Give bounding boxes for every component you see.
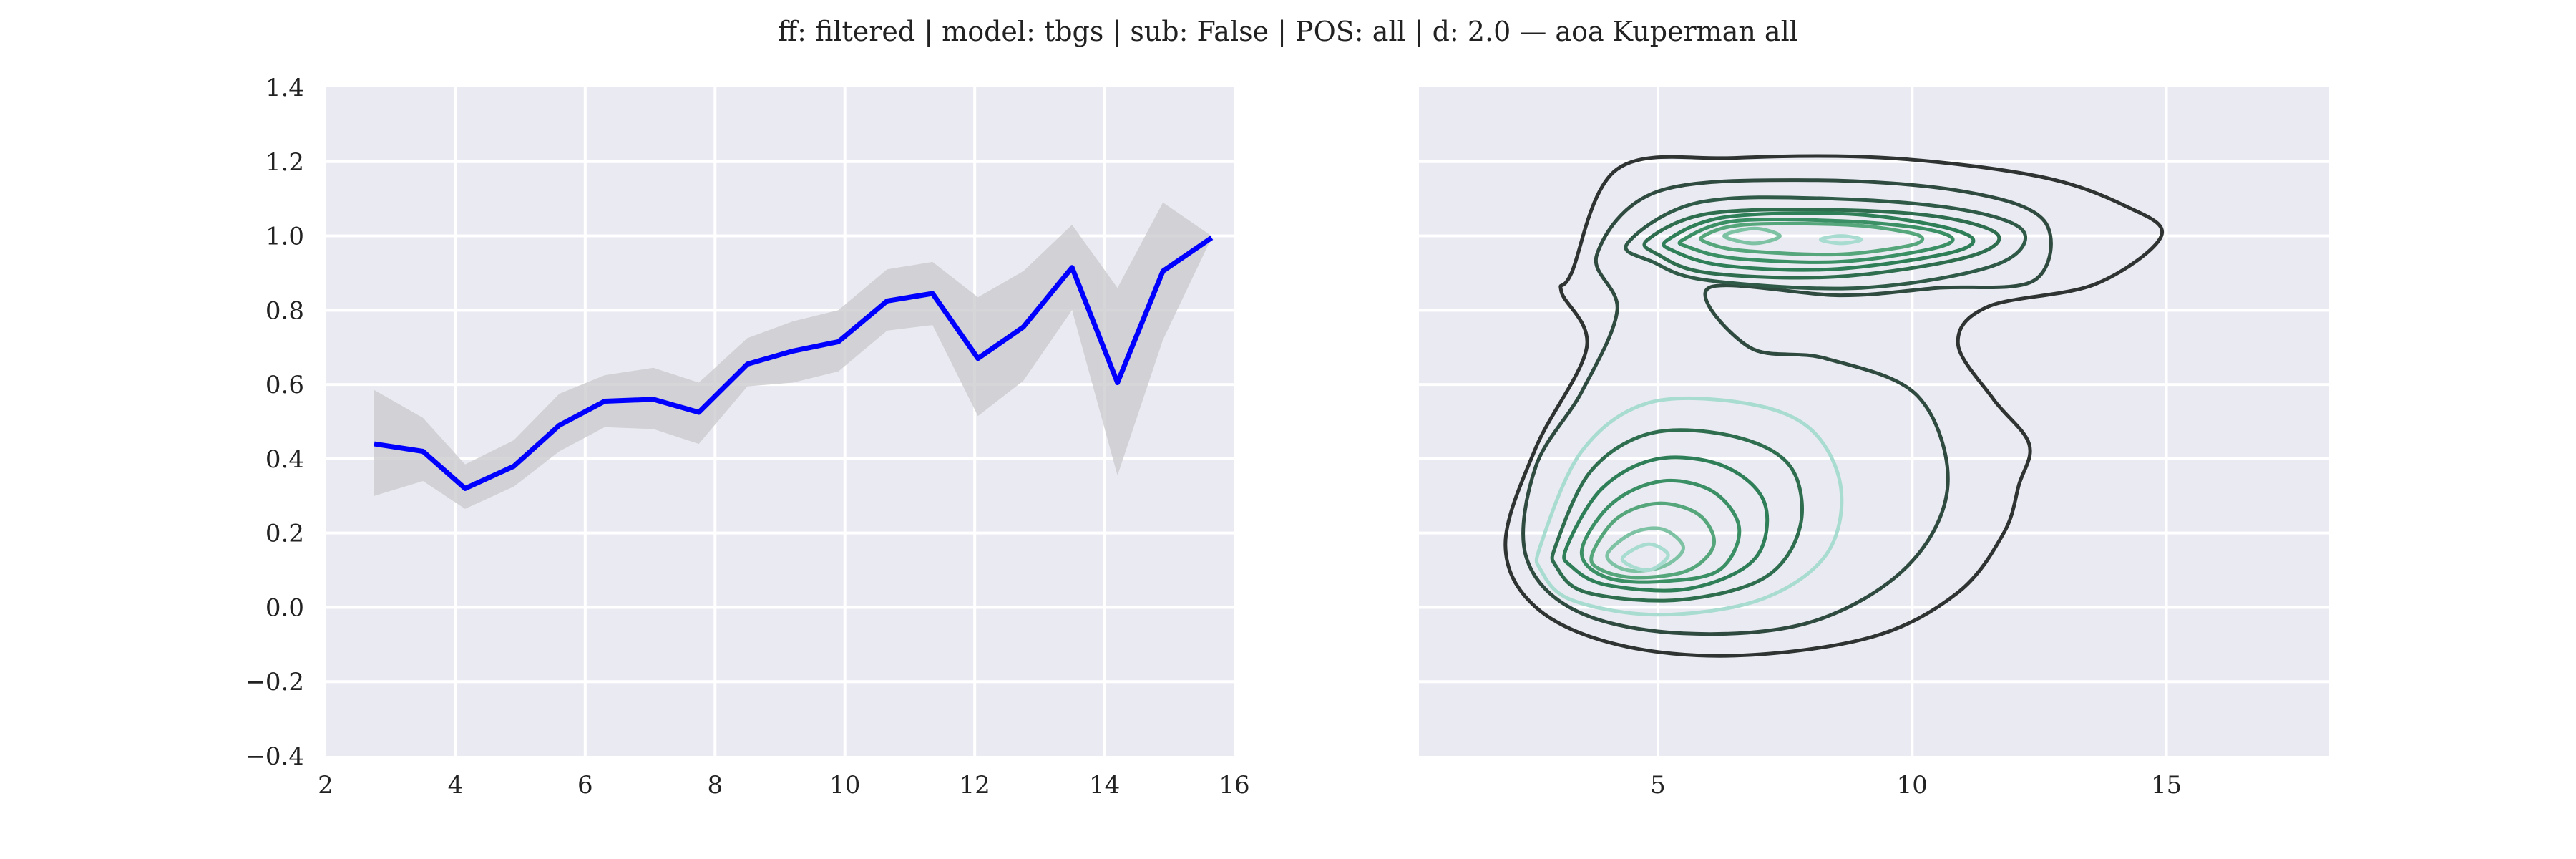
contour-line [1589, 501, 1716, 580]
contour-line [1699, 221, 1925, 257]
x-tick-label: 10 [829, 771, 860, 800]
y-tick-label: 0.2 [265, 520, 304, 548]
line-chart-background [326, 87, 1234, 756]
y-tick-label: 0.4 [265, 445, 304, 474]
x-tick-label: 5 [1650, 771, 1666, 800]
contour-line [1722, 226, 1782, 246]
confidence-band [374, 202, 1212, 509]
contour-line [1550, 428, 1804, 603]
y-tick-label: −0.2 [245, 668, 304, 697]
line-chart-panel: 2 4 6 8 10 12 14 16 −0.4 −0.2 0.0 0.2 0.4 0.6 0.8 1.0 1.… [245, 74, 1249, 800]
contour-line [1624, 195, 2027, 291]
y-tick-label: 0.0 [265, 593, 304, 622]
kde-contour-panel: 5 10 15 [1419, 87, 2329, 800]
contour-line [1562, 455, 1770, 593]
contour-line [1620, 542, 1670, 573]
contour-line [1579, 478, 1742, 584]
contour-line [1662, 211, 1976, 272]
x-tick-label: 15 [2151, 771, 2182, 800]
x-tick-label: 10 [1897, 771, 1928, 800]
x-tick-label: 6 [577, 771, 593, 800]
kde-chart-grid [1419, 87, 2329, 756]
y-tick-label: 0.6 [265, 371, 304, 399]
contour-line [1605, 526, 1685, 573]
contour-line [1818, 234, 1863, 246]
contour-line [1521, 178, 2053, 636]
kde-contours [1503, 154, 2165, 658]
x-tick-label: 14 [1089, 771, 1120, 800]
figure-title: ff: filtered | model: tbgs | sub: False … [778, 16, 1798, 47]
y-tick-label: 1.2 [265, 148, 304, 177]
x-tick-label: 16 [1219, 771, 1249, 800]
series-line [374, 236, 1214, 491]
contour-line [1677, 217, 1955, 264]
x-tick-label: 2 [318, 771, 333, 800]
y-tick-label: −0.4 [245, 742, 304, 771]
y-tick-label: 1.4 [265, 74, 304, 102]
y-tick-label: 1.0 [265, 223, 304, 251]
contour-line [1503, 154, 2165, 658]
x-tick-label: 12 [960, 771, 990, 800]
contour-line [1534, 396, 1844, 617]
x-tick-label: 4 [448, 771, 464, 800]
kde-chart-tick-labels: 5 10 15 [1650, 771, 2182, 800]
line-chart-tick-labels: 2 4 6 8 10 12 14 16 −0.4 −0.2 0.0 0.2 0.4 0.6 0.8 1.0 1.… [245, 74, 1249, 800]
y-tick-label: 0.8 [265, 296, 304, 325]
kde-chart-background [1419, 87, 2329, 756]
contour-line [1642, 208, 2001, 280]
x-tick-label: 8 [707, 771, 723, 800]
